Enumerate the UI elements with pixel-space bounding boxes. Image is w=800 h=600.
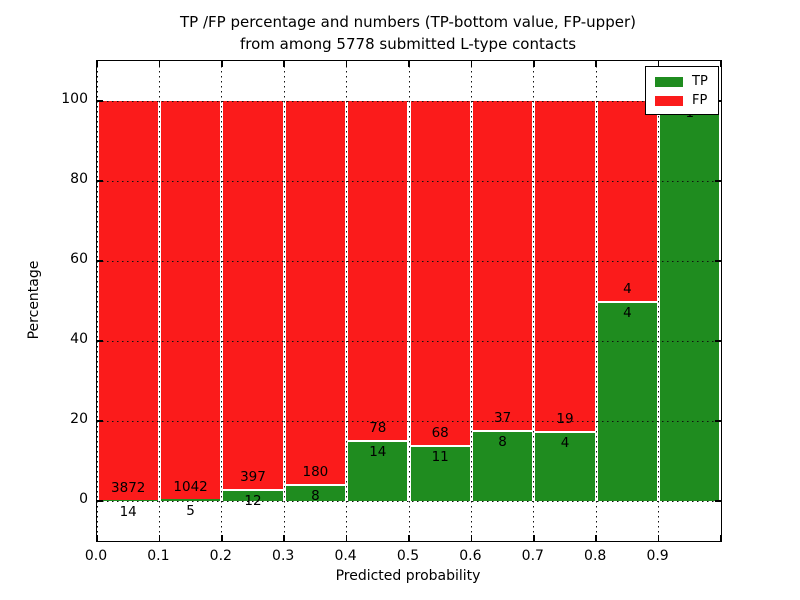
bar-fp-segment bbox=[472, 101, 533, 430]
x-tick-label: 0.7 bbox=[521, 548, 544, 564]
gridline-vertical bbox=[595, 61, 597, 541]
y-tick-mark bbox=[97, 180, 103, 182]
x-tick-label: 0.2 bbox=[209, 548, 232, 564]
x-tick-mark-top bbox=[97, 61, 98, 67]
legend-swatch-tp bbox=[655, 76, 683, 87]
x-tick-mark bbox=[221, 535, 223, 541]
y-tick-label: 20 bbox=[70, 411, 88, 427]
gridline-vertical bbox=[221, 61, 223, 541]
x-tick-mark-top bbox=[345, 61, 348, 67]
legend-item: TP bbox=[646, 72, 718, 91]
gridline-vertical bbox=[470, 61, 472, 541]
bar-fp-segment bbox=[410, 101, 470, 446]
y-tick-label: 40 bbox=[70, 331, 88, 347]
bar-tp-segment bbox=[98, 499, 158, 501]
y-tick-label: 80 bbox=[70, 171, 88, 187]
x-tick-mark-top bbox=[595, 61, 597, 67]
bar-fp-segment bbox=[223, 101, 283, 490]
x-tick-mark bbox=[408, 535, 410, 541]
bar-fp-segment bbox=[98, 101, 158, 500]
gridline-vertical bbox=[158, 61, 160, 541]
bar-tp-count-label: 14 bbox=[119, 503, 137, 520]
x-tick-label: 0.1 bbox=[147, 548, 170, 564]
x-axis-label: Predicted probability bbox=[335, 568, 481, 584]
gridline-vertical bbox=[97, 61, 98, 541]
gridline-vertical bbox=[658, 61, 660, 541]
bar-tp-segment bbox=[285, 483, 346, 501]
x-tick-mark-top bbox=[533, 61, 535, 67]
x-tick-mark bbox=[345, 535, 348, 541]
y-tick-mark bbox=[97, 420, 103, 422]
y-tick-label: 60 bbox=[70, 251, 88, 267]
x-tick-mark bbox=[97, 535, 98, 541]
bar-fp-segment bbox=[535, 101, 595, 432]
y-tick-mark bbox=[97, 100, 103, 102]
bar-tp-segment bbox=[660, 101, 720, 501]
bar-tp-segment bbox=[535, 431, 595, 501]
bar-tp-segment bbox=[597, 301, 658, 501]
x-tick-mark-top bbox=[470, 61, 473, 67]
x-tick-mark bbox=[720, 535, 721, 541]
gridline-vertical bbox=[720, 61, 721, 541]
x-tick-label: 0.8 bbox=[584, 548, 607, 564]
y-tick-mark-right bbox=[715, 340, 721, 342]
bar-tp-segment bbox=[410, 445, 470, 501]
x-tick-mark bbox=[595, 535, 597, 541]
x-tick-label: 0.4 bbox=[334, 548, 357, 564]
bar-tp-count-label: 5 bbox=[186, 503, 195, 520]
gridline-vertical bbox=[346, 61, 348, 541]
gridline-vertical bbox=[408, 61, 410, 541]
bar-fp-segment bbox=[285, 101, 346, 484]
bar-tp-segment bbox=[472, 429, 533, 501]
y-tick-label: 100 bbox=[61, 91, 88, 107]
y-tick-label: 0 bbox=[79, 491, 88, 507]
legend-label: FP bbox=[692, 93, 708, 108]
x-tick-mark bbox=[657, 535, 660, 541]
x-tick-label: 0.6 bbox=[459, 548, 482, 564]
y-tick-mark-right bbox=[715, 420, 721, 422]
y-tick-mark-right bbox=[715, 500, 721, 502]
x-tick-mark bbox=[283, 535, 285, 541]
y-tick-mark bbox=[97, 500, 103, 502]
x-tick-label: 0.9 bbox=[646, 548, 669, 564]
x-tick-mark-top bbox=[158, 61, 161, 67]
x-tick-label: 0.0 bbox=[84, 548, 108, 564]
legend: TP FP bbox=[645, 66, 719, 115]
x-tick-mark-top bbox=[221, 61, 223, 67]
x-tick-label: 0.5 bbox=[396, 548, 420, 564]
plot-area: 3872141042539712180878146811378194441 TP… bbox=[96, 60, 722, 542]
x-tick-mark bbox=[158, 535, 161, 541]
x-tick-mark bbox=[470, 535, 473, 541]
bar-fp-segment bbox=[348, 101, 408, 441]
y-tick-mark-right bbox=[715, 180, 721, 182]
plot-canvas: 3872141042539712180878146811378194441 bbox=[97, 61, 721, 541]
y-tick-mark-right bbox=[715, 260, 721, 262]
x-tick-label: 0.3 bbox=[272, 548, 295, 564]
y-tick-mark bbox=[97, 340, 103, 342]
y-tick-mark bbox=[97, 260, 103, 262]
chart-title-line2: from among 5778 submitted L-type contact… bbox=[239, 35, 577, 53]
bar-fp-segment bbox=[597, 101, 658, 301]
chart-title-line1: TP /FP percentage and numbers (TP-bottom… bbox=[180, 13, 636, 31]
y-axis-label: Percentage bbox=[26, 260, 42, 340]
bar-tp-segment bbox=[223, 489, 283, 501]
legend-item: FP bbox=[646, 91, 718, 110]
legend-label: TP bbox=[692, 74, 708, 89]
bar-tp-segment bbox=[348, 440, 408, 501]
legend-swatch-fp bbox=[655, 95, 683, 106]
gridline-vertical bbox=[283, 61, 285, 541]
chart-title: TP /FP percentage and numbers (TP-bottom… bbox=[96, 11, 720, 55]
gridline-vertical bbox=[533, 61, 535, 541]
x-tick-mark-top bbox=[720, 61, 721, 67]
bar-fp-segment bbox=[160, 101, 221, 500]
x-tick-mark-top bbox=[408, 61, 410, 67]
bar-tp-segment bbox=[160, 499, 221, 501]
x-tick-mark bbox=[533, 535, 535, 541]
x-tick-mark-top bbox=[657, 61, 660, 67]
x-tick-mark-top bbox=[283, 61, 285, 67]
